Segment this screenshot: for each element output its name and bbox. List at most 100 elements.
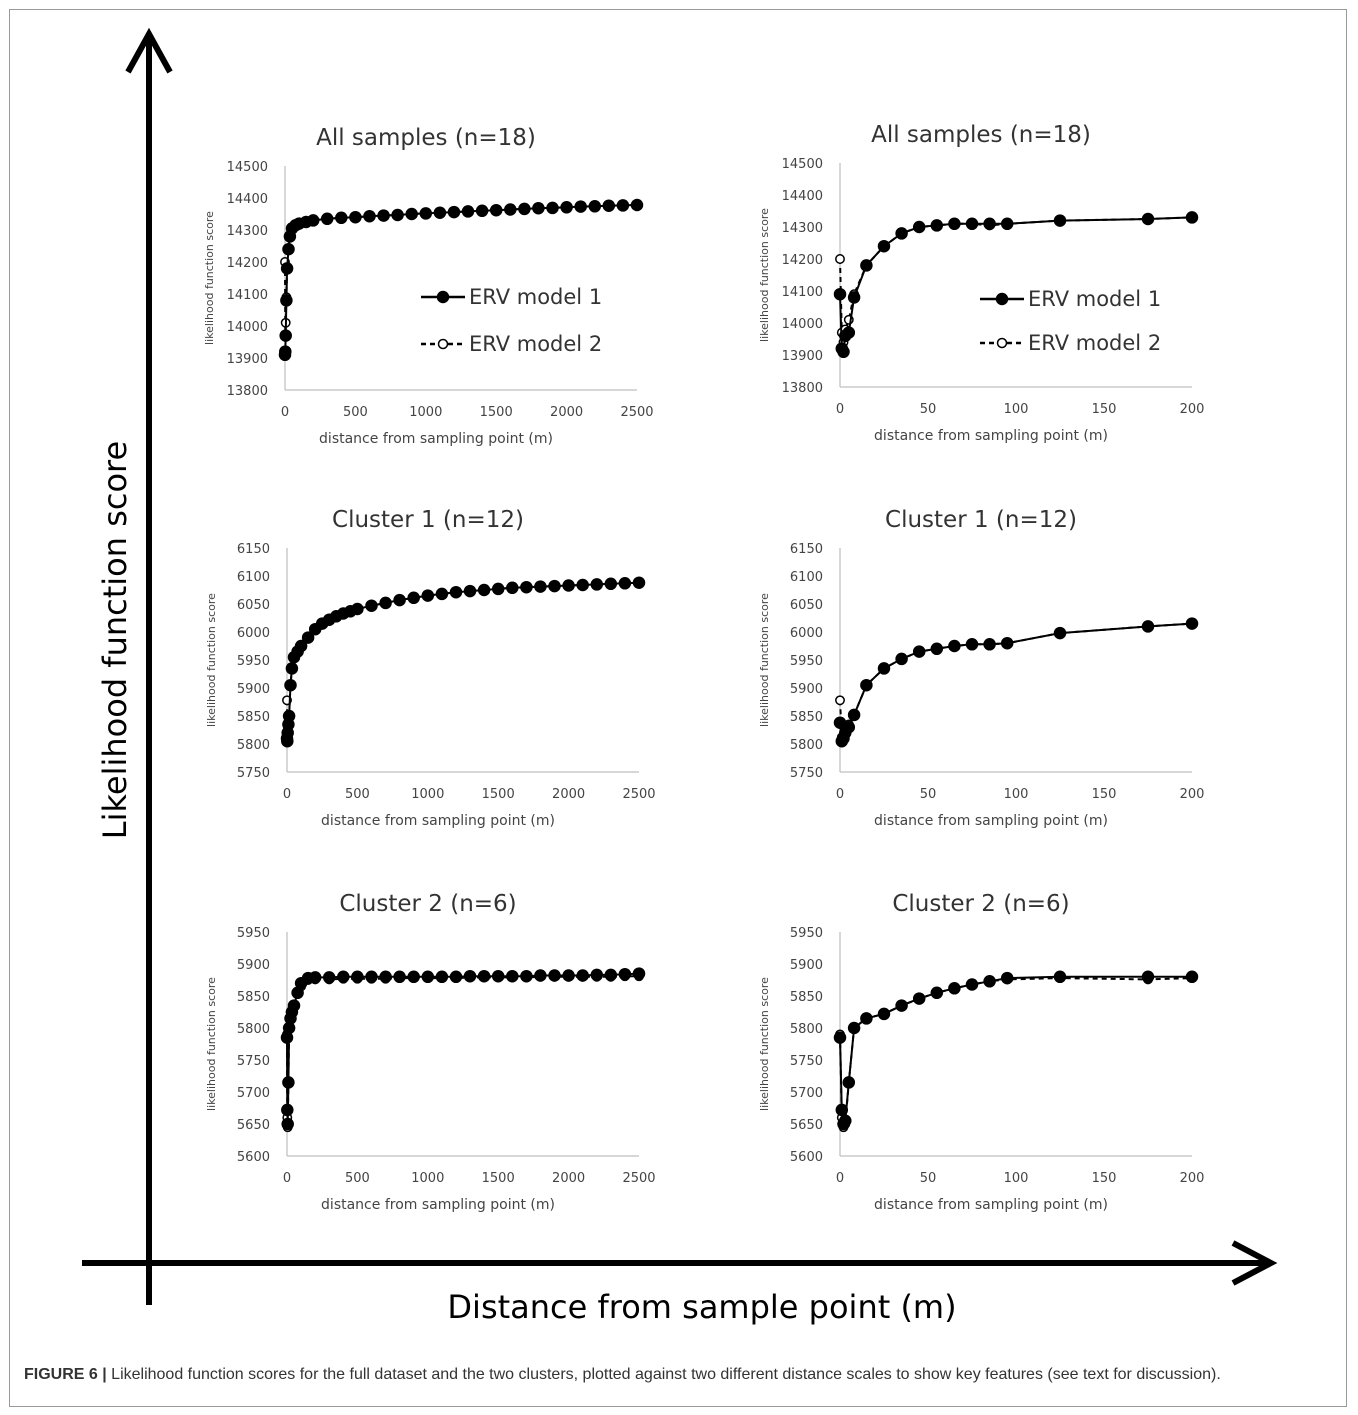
series-line-2 xyxy=(286,581,640,736)
data-point-series-1 xyxy=(895,227,908,240)
data-point-series-1 xyxy=(842,326,856,339)
y-tick-label: 14300 xyxy=(227,224,268,239)
data-point-series-1 xyxy=(279,345,292,358)
y-tick-label: 5950 xyxy=(237,654,270,669)
data-point-series-1 xyxy=(449,585,463,599)
y-tick-label: 14100 xyxy=(782,285,823,300)
legend-entry: ERV model 1 xyxy=(1028,287,1161,311)
subplot-cluster1-full: Cluster 1 (n=12) 5750 5800 5850 5900 5950 6000… xyxy=(205,507,656,829)
y-tick-label: 14100 xyxy=(227,288,268,303)
data-point-series-1 xyxy=(280,294,293,307)
subplot-title: All samples (n=18) xyxy=(316,125,536,151)
data-point-series-1 xyxy=(602,199,616,212)
data-point-series-1 xyxy=(534,969,547,982)
x-tick-label: 0 xyxy=(836,402,844,417)
data-point-series-1 xyxy=(837,345,850,359)
x-tick-label: 2000 xyxy=(552,787,585,802)
y-tick-label: 6000 xyxy=(237,626,270,641)
x-axis-label: distance from sampling point (m) xyxy=(319,431,553,447)
x-tick-label: 50 xyxy=(920,1171,937,1186)
y-tick-label: 13900 xyxy=(782,349,823,364)
data-point-series-1 xyxy=(895,652,908,666)
x-tick-label: 100 xyxy=(1004,1171,1029,1186)
data-point-series-1 xyxy=(294,639,308,653)
data-point-series-1 xyxy=(1000,217,1014,231)
data-point-series-1 xyxy=(287,999,301,1012)
data-point-series-1 xyxy=(280,262,294,275)
big-x-axis-label: Distance from sample point (m) xyxy=(447,1288,956,1326)
data-point-series-1 xyxy=(604,968,618,982)
legend-entry: ERV model 2 xyxy=(1028,331,1161,355)
data-point-series-1 xyxy=(322,971,336,984)
data-point-series-1 xyxy=(365,599,378,612)
data-point-series-1 xyxy=(877,662,891,675)
data-point-series-1 xyxy=(1141,620,1155,633)
data-point-series-1 xyxy=(504,203,517,216)
y-axis-label: likelihood function score xyxy=(203,211,216,345)
data-point-series-1 xyxy=(548,969,561,982)
data-point-series-1 xyxy=(1000,636,1014,650)
data-point-series-1 xyxy=(491,969,505,983)
data-point-series-1 xyxy=(1185,970,1199,984)
subplot-title: Cluster 2 (n=6) xyxy=(339,891,516,917)
x-tick-label: 200 xyxy=(1180,1171,1205,1186)
x-tick-label: 2500 xyxy=(620,405,653,420)
data-point-series-1 xyxy=(393,593,406,607)
data-point-series-1 xyxy=(281,1103,294,1117)
series-line-2 xyxy=(286,975,639,1128)
x-tick-label: 1000 xyxy=(409,405,442,420)
x-tick-label: 500 xyxy=(345,787,370,802)
y-tick-label: 5750 xyxy=(237,766,270,781)
x-axis-label: distance from sampling point (m) xyxy=(321,813,555,829)
x-axis-label: distance from sampling point (m) xyxy=(321,1197,555,1213)
data-point-series-1 xyxy=(407,591,420,605)
data-point-series-1 xyxy=(833,287,847,301)
y-tick-label: 5650 xyxy=(237,1118,270,1133)
legend-entry: ERV model 2 xyxy=(469,332,602,356)
data-point-series-1 xyxy=(282,1076,295,1089)
data-point-series-1 xyxy=(983,975,996,988)
x-tick-label: 150 xyxy=(1092,1171,1117,1186)
big-y-axis-arrowhead xyxy=(125,27,173,74)
y-tick-label: 14500 xyxy=(227,160,268,175)
y-tick-label: 13800 xyxy=(227,384,268,399)
data-point-series-1 xyxy=(576,578,589,592)
y-tick-label: 5750 xyxy=(790,766,823,781)
data-point-series-1 xyxy=(421,589,435,602)
y-tick-label: 14200 xyxy=(782,253,823,268)
data-point-series-1 xyxy=(632,576,646,589)
data-point-series-1 xyxy=(433,206,447,219)
data-point-series-1 xyxy=(463,584,477,598)
y-tick-label: 14400 xyxy=(227,192,268,207)
data-point-series-1 xyxy=(860,259,873,272)
y-tick-label: 5700 xyxy=(790,1086,823,1101)
y-tick-label: 5850 xyxy=(790,710,823,725)
caption-label: FIGURE 6 | xyxy=(24,1366,107,1383)
x-tick-label: 1500 xyxy=(482,787,515,802)
y-tick-label: 5800 xyxy=(237,738,270,753)
data-point-series-1 xyxy=(301,631,315,644)
data-point-series-1 xyxy=(630,198,644,212)
data-point-series-1 xyxy=(847,708,861,722)
data-point-series-1 xyxy=(351,970,364,984)
x-tick-label: 500 xyxy=(343,405,368,420)
x-tick-label: 500 xyxy=(345,1171,370,1186)
data-point-series-1 xyxy=(393,970,406,984)
y-axis-label: likelihood function score xyxy=(758,593,771,727)
data-point-series-1 xyxy=(562,969,575,982)
data-point-series-1 xyxy=(506,581,519,595)
x-tick-label: 0 xyxy=(281,405,289,420)
x-tick-label: 2000 xyxy=(550,405,583,420)
data-point-series-1 xyxy=(618,577,632,590)
data-point-series-1 xyxy=(588,200,602,213)
subplot-cluster2-zoom: Cluster 2 (n=6) 5600 5650 5700 5750 5800 5850 5… xyxy=(758,891,1204,1213)
x-axis-label: distance from sampling point (m) xyxy=(874,428,1108,444)
data-point-series-1 xyxy=(604,577,618,591)
y-tick-label: 13800 xyxy=(782,381,823,396)
y-tick-label: 6100 xyxy=(790,570,823,585)
series-line-2 xyxy=(284,204,638,336)
y-tick-label: 5800 xyxy=(237,1022,270,1037)
x-tick-label: 0 xyxy=(283,1171,291,1186)
data-point-series-1 xyxy=(306,214,320,227)
data-point-series-1 xyxy=(461,205,475,218)
